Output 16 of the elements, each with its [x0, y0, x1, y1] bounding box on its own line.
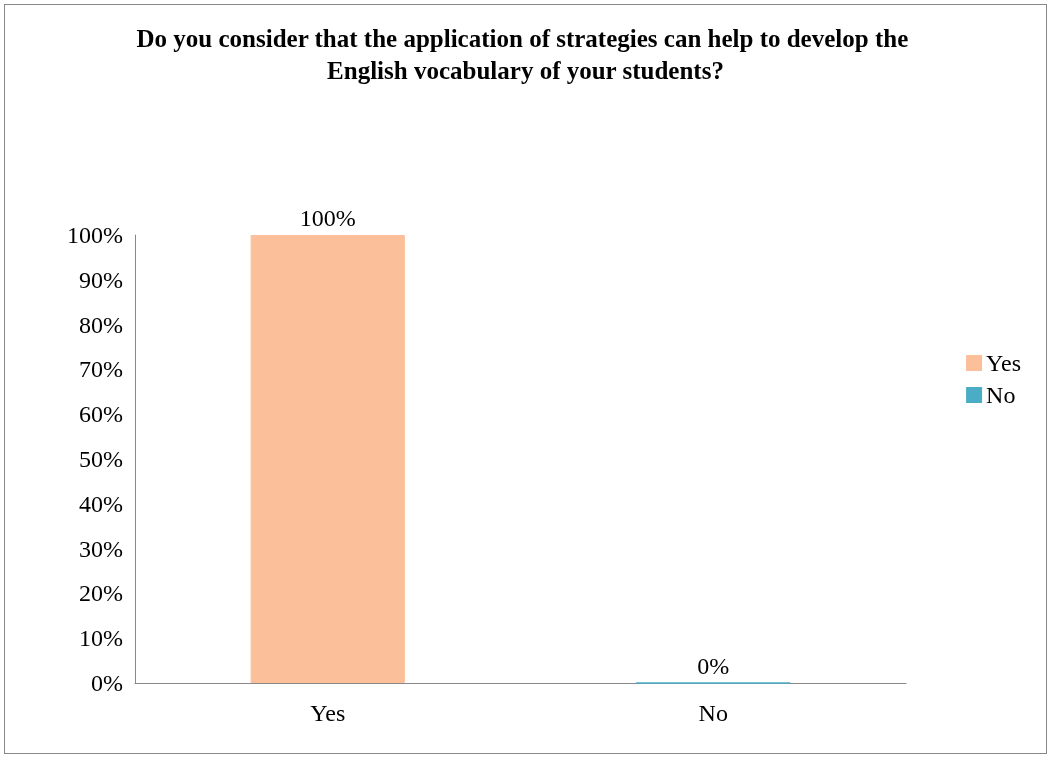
y-tick-label: 20%: [79, 580, 123, 607]
data-label: 100%: [299, 205, 356, 231]
legend-label: Yes: [986, 350, 1021, 376]
y-tick-label: 50%: [79, 446, 123, 472]
y-tick-label: 100%: [67, 222, 123, 248]
y-tick-label: 10%: [79, 625, 123, 652]
legend-label: No: [986, 382, 1016, 408]
y-tick-label: 60%: [79, 401, 123, 428]
y-tick-label: 80%: [79, 311, 123, 338]
y-tick-label: 30%: [79, 535, 123, 562]
y-tick-label: 0%: [91, 670, 123, 696]
y-tick-label: 40%: [79, 490, 123, 517]
data-label: 0%: [697, 652, 730, 679]
y-tick-label: 90%: [79, 266, 123, 293]
y-tick-label: 70%: [79, 356, 123, 383]
chart-title: Do you consider that the application of strategies can help to develop the English vocabulary of your students?: [136, 24, 915, 84]
